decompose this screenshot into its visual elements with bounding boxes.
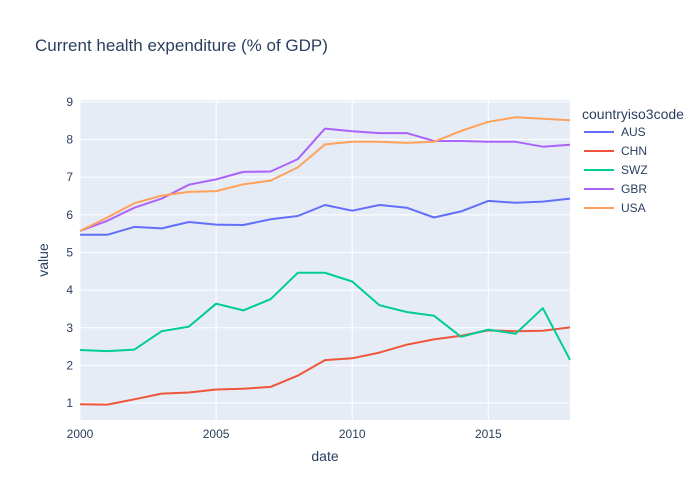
chart-title: Current health expenditure (% of GDP) [35,36,328,55]
x-tick-label: 2005 [203,427,230,441]
y-tick-label: 2 [66,358,73,372]
x-tick-label: 2010 [339,427,366,441]
y-axis-title: value [35,243,51,277]
x-axis-title: date [311,448,338,464]
y-tick-label: 1 [66,396,73,410]
grid-lines [79,100,570,420]
y-tick-label: 5 [66,245,73,259]
legend-item-usa[interactable]: USA [584,201,646,215]
legend-label: USA [621,201,646,215]
legend-item-gbr[interactable]: GBR [584,182,647,196]
x-tick-label: 2015 [475,427,502,441]
legend-label: GBR [621,182,647,196]
series-line-swz [79,271,571,361]
legend-item-aus[interactable]: AUS [584,125,646,139]
legend-label: AUS [621,125,646,139]
legend-item-swz[interactable]: SWZ [584,163,648,177]
plot-area [80,100,570,420]
y-tick-label: 3 [66,321,73,335]
y-tick-label: 6 [66,208,73,222]
series-line-usa [79,116,571,232]
legend-label: CHN [621,144,647,158]
series-lines [79,116,571,406]
x-axis-ticks: 2000 2005 2010 2015 [67,427,502,441]
legend-item-chn[interactable]: CHN [584,144,647,158]
x-tick-label: 2000 [67,427,94,441]
legend-title: countryiso3code [582,106,684,122]
y-tick-label: 9 [66,95,73,109]
y-axis-ticks: 1 2 3 4 5 6 7 8 9 [66,95,73,410]
y-tick-label: 7 [66,170,73,184]
series-line-gbr [79,127,571,232]
legend[interactable]: countryiso3code AUS CHN SWZ GBR USA [582,106,684,215]
series-line-aus [80,197,571,236]
y-tick-label: 8 [66,133,73,147]
y-tick-label: 4 [66,283,73,297]
legend-label: SWZ [621,163,648,177]
